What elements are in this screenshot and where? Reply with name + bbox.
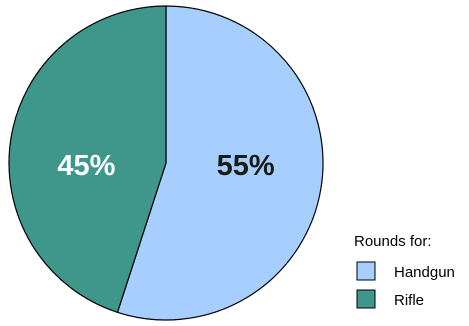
legend-swatch-handgun bbox=[356, 261, 376, 281]
slice-label-rifle: 45% bbox=[57, 150, 115, 182]
legend-swatch-rifle bbox=[356, 289, 376, 309]
legend: Rounds for: Handgun Rifle bbox=[354, 233, 455, 309]
legend-label-handgun: Handgun bbox=[394, 264, 455, 281]
pie-slice-rifle bbox=[8, 5, 167, 313]
legend-label-rifle: Rifle bbox=[394, 292, 424, 309]
slice-label-handgun: 55% bbox=[217, 150, 275, 182]
legend-title: Rounds for: bbox=[354, 233, 432, 250]
pie-slice-handgun bbox=[116, 5, 324, 321]
legend-items: Handgun Rifle bbox=[356, 261, 455, 309]
pie-slice-labels: 55% 45% bbox=[57, 150, 275, 182]
pie-slices bbox=[8, 5, 324, 321]
